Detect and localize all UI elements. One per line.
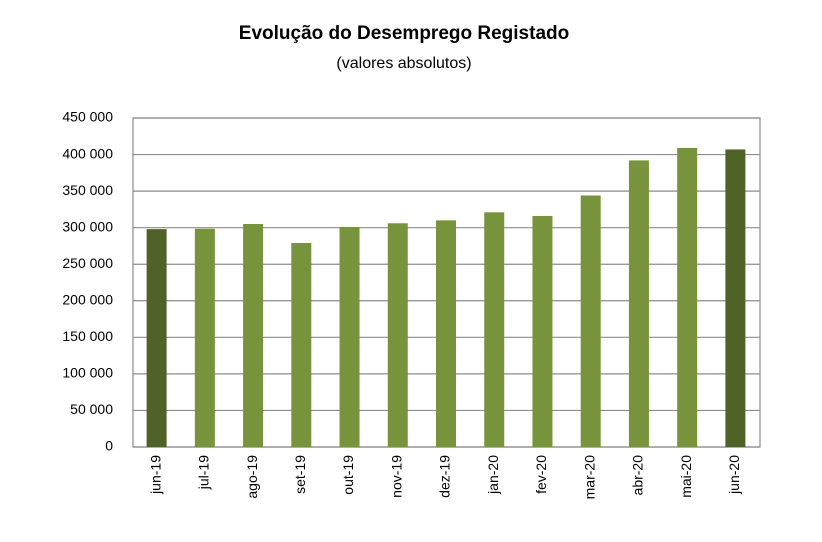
y-tick-label: 350 000 (62, 182, 113, 198)
y-tick-label: 0 (105, 438, 113, 454)
y-tick-label: 250 000 (62, 255, 113, 271)
bar (484, 212, 505, 447)
x-tick-label: ago-19 (244, 455, 260, 499)
x-tick-label: jan-20 (485, 455, 501, 495)
y-tick-label: 50 000 (70, 401, 113, 417)
y-tick-label: 300 000 (62, 218, 113, 234)
y-tick-label: 150 000 (62, 328, 113, 344)
x-tick-label: dez-19 (437, 455, 453, 498)
x-tick-label: out-19 (340, 455, 356, 495)
x-tick-label: nov-19 (388, 455, 404, 498)
bar (339, 226, 360, 447)
bar (628, 160, 649, 447)
bar (677, 147, 698, 447)
bar (146, 229, 167, 447)
bar (436, 220, 456, 447)
x-tick-label: jul-19 (196, 455, 212, 490)
x-tick-label: jun-20 (726, 455, 742, 495)
x-tick-label: set-19 (292, 455, 308, 494)
x-tick-label: jun-19 (147, 455, 163, 495)
bar (580, 195, 601, 447)
y-tick-label: 400 000 (62, 145, 113, 161)
chart-subtitle: (valores absolutos) (336, 55, 471, 72)
chart-title: Evolução do Desemprego Registado (239, 23, 569, 44)
bar (291, 243, 312, 447)
bar (243, 224, 264, 447)
x-tick-label: mar-20 (581, 455, 597, 500)
bar (387, 223, 408, 447)
bar (194, 228, 215, 447)
x-tick-label: fev-20 (533, 455, 549, 494)
bar (725, 149, 746, 447)
y-tick-label: 200 000 (62, 291, 113, 307)
x-tick-label: abr-20 (630, 455, 646, 496)
x-tick-label: mai-20 (678, 455, 694, 498)
y-tick-label: 100 000 (62, 365, 113, 381)
y-tick-label: 450 000 (62, 109, 113, 125)
bar (532, 215, 553, 447)
